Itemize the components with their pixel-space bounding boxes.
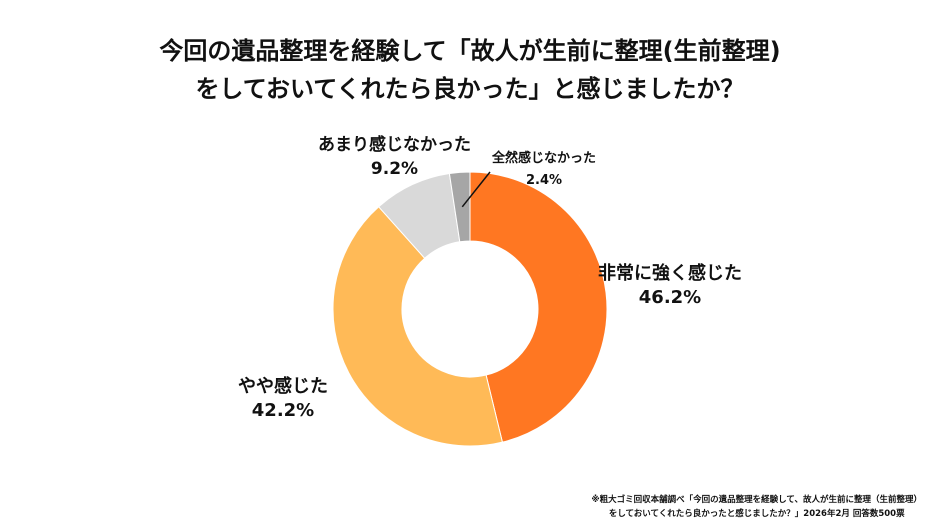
slice-somewhat bbox=[332, 206, 504, 447]
slice-not-at-all bbox=[448, 171, 471, 243]
slice-very-strong bbox=[469, 171, 608, 443]
label-not-at-all: 全然感じなかった 2.4% bbox=[492, 148, 596, 192]
category-label: 全然感じなかった bbox=[492, 151, 597, 166]
chart-title: 今回の遺品整理を経験して「故人が生前に整理(生前整理) をしておいてくれたら良か… bbox=[0, 32, 940, 108]
title-line-1: 今回の遺品整理を経験して「故人が生前に整理(生前整理) bbox=[159, 37, 781, 65]
value-label: 46.2% bbox=[638, 287, 702, 308]
footnote-line-2: をしておいてくれたら良かったと感じましたか？」2026年2月 回答数500票 bbox=[608, 509, 905, 519]
footnote-line-1: ※粗大ゴミ回収本舗調べ「今回の遺品整理を経験して、故人が生前に整理（生前整理） bbox=[591, 495, 922, 505]
title-line-2: をしておいてくれたら良かった」と感じましたか？ bbox=[195, 75, 745, 103]
value-label: 42.2% bbox=[251, 400, 315, 421]
value-label: 2.4% bbox=[525, 173, 563, 188]
label-somewhat: やや感じた 42.2% bbox=[238, 375, 328, 423]
footnote: ※粗大ゴミ回収本舗調べ「今回の遺品整理を経験して、故人が生前に整理（生前整理） … bbox=[591, 493, 922, 521]
value-label: 9.2% bbox=[370, 159, 419, 179]
category-label: 非常に強く感じた bbox=[598, 263, 742, 284]
category-label: あまり感じなかった bbox=[318, 135, 471, 155]
leader-line bbox=[461, 171, 491, 208]
category-label: やや感じた bbox=[238, 376, 328, 397]
label-not-much: あまり感じなかった 9.2% bbox=[318, 133, 471, 181]
label-very-strong: 非常に強く感じた 46.2% bbox=[598, 262, 742, 310]
